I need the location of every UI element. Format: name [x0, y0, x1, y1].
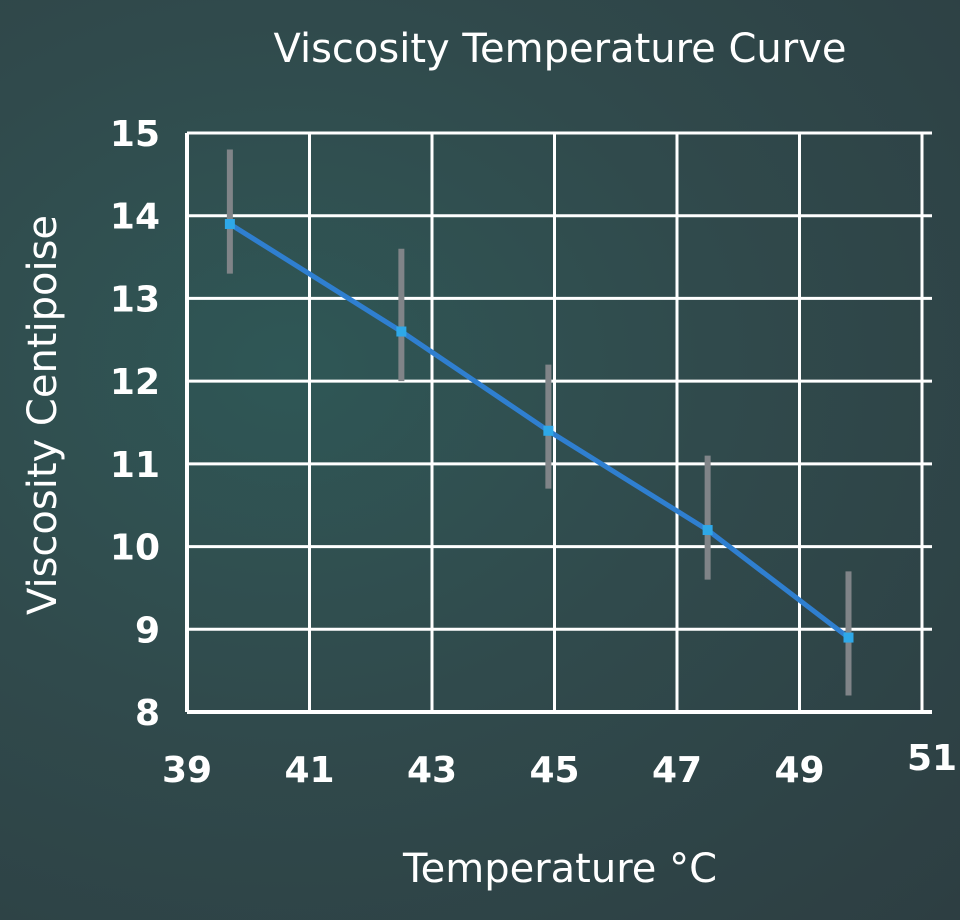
x-tick-label: 51	[907, 738, 957, 779]
data-point	[843, 632, 854, 643]
y-tick-label: 8	[135, 693, 160, 734]
data-point	[702, 525, 713, 536]
y-tick-label: 15	[110, 114, 160, 155]
chart-title: Viscosity Temperature Curve	[273, 26, 846, 72]
x-tick-label: 41	[284, 750, 334, 791]
x-tick-label: 49	[774, 750, 824, 791]
x-tick-label: 43	[407, 750, 457, 791]
data-point	[543, 425, 554, 436]
y-tick-label: 13	[110, 279, 160, 320]
y-tick-label: 9	[135, 610, 160, 651]
y-tick-label: 11	[110, 445, 160, 486]
data-point	[224, 218, 235, 229]
y-axis-label: Viscosity Centipoise	[20, 215, 66, 615]
x-axis-label: Temperature °C	[402, 846, 717, 892]
y-tick-label: 12	[110, 362, 160, 403]
y-tick-label: 10	[110, 528, 160, 569]
y-tick-label: 14	[110, 197, 160, 238]
x-tick-label: 39	[162, 750, 212, 791]
x-tick-label: 47	[652, 750, 702, 791]
data-point	[396, 326, 407, 337]
series-line	[228, 221, 851, 640]
x-tick-label: 45	[529, 750, 579, 791]
